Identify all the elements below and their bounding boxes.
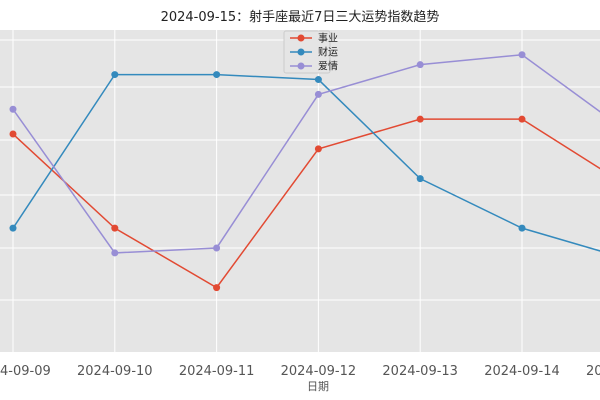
data-point-series-1 <box>111 71 119 79</box>
x-tick-label: 2024-09-10 <box>77 364 153 379</box>
data-point-series-2 <box>314 90 322 98</box>
data-point-series-2 <box>111 249 119 257</box>
legend-swatch-marker <box>297 62 305 70</box>
data-point-series-0 <box>518 115 526 123</box>
data-point-series-1 <box>518 224 526 232</box>
data-point-series-2 <box>416 61 424 69</box>
x-tick-labels: 2024-09-09 2024-09-10 2024-09-11 2024-09-12… <box>0 364 600 379</box>
x-tick-label: 2024-09-12 <box>281 364 357 379</box>
series-points <box>9 51 526 292</box>
legend-swatch-marker <box>297 34 305 42</box>
data-point-series-1 <box>9 224 17 232</box>
plot-background <box>0 30 600 352</box>
data-point-series-0 <box>416 115 424 123</box>
legend-label: 财运 <box>318 46 338 59</box>
data-point-series-1 <box>213 71 221 79</box>
data-point-series-2 <box>9 105 17 113</box>
x-tick-label: 2024-09-11 <box>179 364 255 379</box>
legend-swatch-marker <box>297 48 305 56</box>
data-point-series-0 <box>213 284 221 292</box>
data-point-series-1 <box>314 76 322 84</box>
chart-title: 2024-09-15：射手座最近7日三大运势指数趋势 <box>160 10 440 25</box>
x-tick-label: 2024-09-15 <box>586 364 600 379</box>
legend-label: 爱情 <box>318 60 338 73</box>
x-tick-label: 2024-09-14 <box>484 364 560 379</box>
x-tick-label: 2024-09-09 <box>0 364 51 379</box>
data-point-series-2 <box>213 244 221 252</box>
data-point-series-0 <box>314 145 322 153</box>
data-point-series-1 <box>416 175 424 183</box>
x-axis-label: 日期 <box>307 380 329 393</box>
legend-label: 事业 <box>318 32 338 45</box>
data-point-series-0 <box>111 224 119 232</box>
data-point-series-0 <box>9 130 17 138</box>
data-point-series-2 <box>518 51 526 59</box>
x-tick-label: 2024-09-13 <box>382 364 458 379</box>
